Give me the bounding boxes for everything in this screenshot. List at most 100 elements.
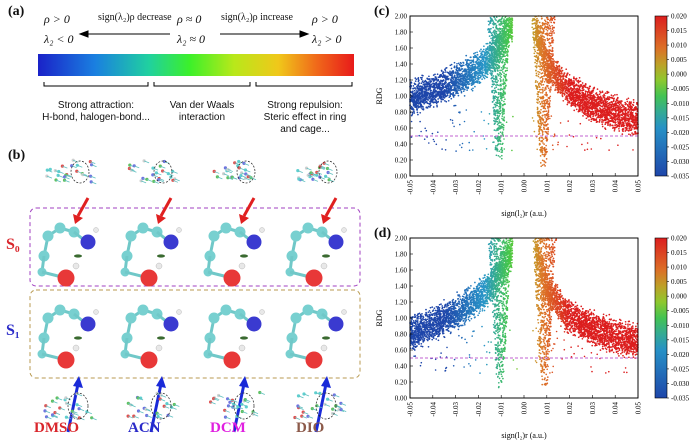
x-tick-label: -0.01	[498, 180, 506, 195]
y-tick-label: 1.40	[395, 61, 408, 69]
y-tick-label: 1.60	[395, 45, 408, 53]
panel-a-label: (a)	[8, 4, 25, 19]
colorbar-tick-label: 0.015	[671, 249, 687, 257]
scatter-points	[409, 15, 639, 168]
x-tick-label: 0.03	[589, 402, 597, 415]
y-tick-label: 1.20	[395, 77, 408, 85]
x-tick-label: -0.04	[429, 402, 437, 417]
s1-label: S₁	[6, 322, 20, 339]
colorbar-tick-label: 0.005	[671, 56, 687, 64]
colorbar-tick-label: 0.010	[671, 42, 687, 50]
rho-left: ρ > 0	[44, 12, 70, 26]
decrease-arrow	[78, 30, 170, 38]
colorbar-tick-label: 0.020	[671, 235, 687, 243]
y-tick-label: 0.80	[395, 109, 408, 117]
x-tick-label: -0.03	[452, 402, 460, 417]
x-tick-label: 0.04	[612, 180, 620, 193]
y-axis-label: RDG	[375, 309, 384, 326]
x-tick-label: -0.04	[429, 180, 437, 195]
colorbar-tick-label: -0.020	[671, 129, 690, 137]
solvent-dio: DIO	[296, 420, 325, 436]
lambda-left: λ₂ < 0	[44, 32, 74, 46]
y-tick-label: 1.20	[395, 299, 408, 307]
x-tick-label: 0.00	[521, 402, 529, 415]
molecule-structures	[37, 158, 347, 433]
colorbar-tick-label: 0.005	[671, 278, 687, 286]
x-tick-label: 0.01	[543, 402, 551, 415]
colorbar	[654, 15, 668, 177]
y-tick-label: 0.60	[395, 125, 408, 133]
colorbar-tick-label: -0.025	[671, 143, 690, 151]
y-axis-label: RDG	[375, 87, 384, 104]
color-scale-bar	[38, 54, 354, 76]
colorbar-tick-label: -0.030	[671, 380, 690, 388]
x-tick-label: 0.02	[566, 402, 574, 415]
molecule-figure	[29, 158, 361, 433]
colorbar-tick-label: -0.005	[671, 307, 690, 315]
y-tick-label: 0.80	[395, 331, 408, 339]
x-tick-label: 0.04	[612, 402, 620, 415]
rdg-chart-d: 0.00 0.20 0.40 0.60 0.80 1.00 1.20 1.40 1.60 1.80…	[375, 235, 690, 441]
panel-d-label: (d)	[374, 226, 392, 241]
y-tick-label: 0.60	[395, 347, 408, 355]
colorbar-tick-label: -0.010	[671, 322, 690, 330]
rho-middle: ρ ≈ 0	[177, 12, 202, 26]
x-tick-label: -0.03	[452, 180, 460, 195]
panel-b-label: (b)	[8, 148, 26, 163]
x-tick-label: -0.05	[407, 402, 415, 417]
increase-label: sign(λ₂)ρ increase	[221, 12, 293, 23]
rdg-chart-c: 0.00 0.20 0.40 0.60 0.80 1.00 1.20 1.40 1.60 1.80…	[375, 13, 690, 219]
x-tick-label: 0.03	[589, 180, 597, 193]
colorbar-tick-label: -0.030	[671, 158, 690, 166]
bracket-lines	[43, 82, 353, 87]
y-tick-label: 1.40	[395, 283, 408, 291]
x-tick-label: 0.00	[521, 180, 529, 193]
x-tick-label: 0.05	[635, 402, 643, 415]
y-tick-label: 1.00	[395, 315, 408, 323]
colorbar-tick-label: -0.020	[671, 351, 690, 359]
colorbar-tick-label: -0.035	[671, 395, 690, 403]
solvent-dmso: DMSO	[34, 420, 79, 436]
y-tick-label: 0.40	[395, 141, 408, 149]
y-tick-label: 1.00	[395, 93, 408, 101]
lambda-middle: λ₂ ≈ 0	[177, 32, 205, 46]
colorbar-tick-label: 0.000	[671, 293, 687, 301]
increase-arrow	[220, 30, 310, 38]
y-tick-label: 0.40	[395, 363, 408, 371]
x-tick-label: 0.01	[543, 180, 551, 193]
colorbar-tick-label: 0.000	[671, 71, 687, 79]
colorbar-tick-label: -0.025	[671, 365, 690, 373]
x-axis-label: sign(l₂)r (a.u.)	[501, 209, 547, 218]
y-tick-label: 1.60	[395, 267, 408, 275]
lambda-right: λ₂ > 0	[312, 32, 342, 46]
decrease-label: sign(λ₂)ρ decrease	[98, 12, 172, 23]
state-boxes	[29, 207, 361, 379]
y-tick-label: 0.20	[395, 157, 408, 165]
x-tick-label: -0.01	[498, 402, 506, 417]
colorbar-tick-label: 0.010	[671, 264, 687, 272]
colorbar	[654, 237, 668, 399]
x-tick-label: -0.05	[407, 180, 415, 195]
y-tick-label: 0.00	[395, 173, 408, 181]
colorbar-tick-label: -0.015	[671, 336, 690, 344]
colorbar-tick-label: -0.005	[671, 85, 690, 93]
caption-middle: Van der Waals interaction	[169, 100, 235, 123]
x-tick-label: -0.02	[475, 180, 483, 195]
x-tick-label: 0.05	[635, 180, 643, 193]
colorbar-tick-label: -0.010	[671, 100, 690, 108]
y-tick-label: 0.20	[395, 379, 408, 387]
y-tick-label: 0.00	[395, 395, 408, 403]
x-tick-label: 0.02	[566, 180, 574, 193]
x-axis-label: sign(l₂)r (a.u.)	[501, 431, 547, 440]
y-tick-label: 2.00	[395, 235, 408, 243]
colorbar-tick-label: 0.020	[671, 13, 687, 21]
x-tick-label: -0.02	[475, 402, 483, 417]
colorbar-tick-label: -0.015	[671, 114, 690, 122]
caption-right: Strong repulsion: Steric effect in ring an…	[263, 100, 347, 135]
solvent-acn: ACN	[128, 420, 161, 436]
colorbar-tick-label: 0.015	[671, 27, 687, 35]
y-tick-label: 1.80	[395, 251, 408, 259]
panel-a-arrows	[38, 30, 354, 87]
caption-left: Strong attraction: H-bond, halogen-bond..…	[42, 100, 150, 123]
panel-c-label: (c)	[374, 4, 390, 19]
